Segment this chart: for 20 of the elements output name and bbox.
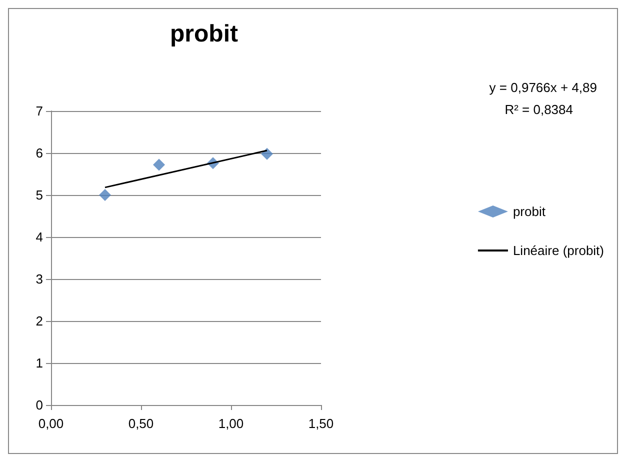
- x-tick-label: 1,50: [308, 416, 334, 431]
- y-tick-label: 6: [36, 146, 43, 160]
- text: R² = 0,8384: [504, 102, 573, 117]
- y-tick-label: 3: [36, 272, 43, 286]
- chart-title: probit: [170, 20, 238, 48]
- y-tick-label: 0: [36, 398, 43, 412]
- y-tick-label: 7: [36, 104, 43, 118]
- y-tick-label: 2: [36, 314, 43, 328]
- y-tick-label: 4: [36, 230, 43, 244]
- x-tick-label: 1,00: [218, 416, 244, 431]
- x-tick-label: 0,50: [128, 416, 154, 431]
- legend-label: probit: [512, 204, 546, 219]
- legend-label: Linéaire (probit): [512, 243, 604, 258]
- y-tick-label: 5: [36, 188, 43, 202]
- point: [261, 148, 273, 160]
- point: [153, 158, 165, 171]
- x-tick-label: 0,00: [38, 416, 64, 431]
- point: [99, 189, 111, 201]
- text: y = 0,9766x + 4,89: [489, 80, 598, 95]
- y-tick-label: 1: [36, 356, 43, 370]
